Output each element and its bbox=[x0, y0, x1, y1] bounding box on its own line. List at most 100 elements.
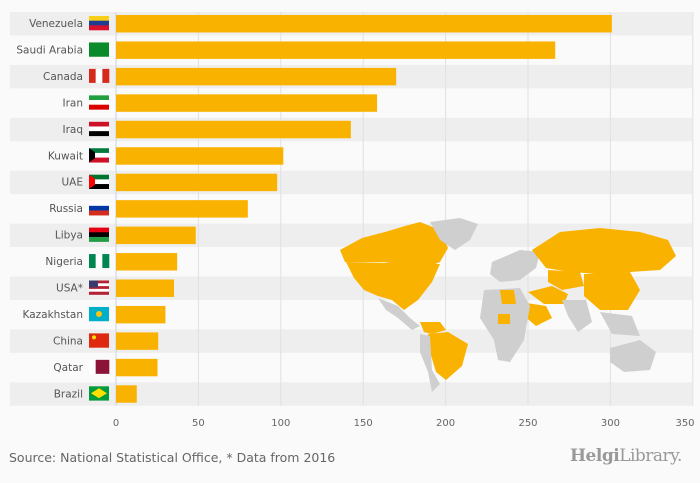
flag-icon bbox=[89, 16, 109, 31]
category-label: Kazakhstan bbox=[23, 309, 84, 321]
flag-icon bbox=[89, 386, 109, 401]
map-region-canada bbox=[340, 222, 448, 268]
map-region-india bbox=[562, 300, 592, 332]
bar-usa-[interactable] bbox=[116, 279, 175, 297]
category-label: USA* bbox=[56, 283, 83, 295]
map-region-libya bbox=[500, 290, 516, 304]
flag-stripe bbox=[95, 254, 103, 269]
bar-iran[interactable] bbox=[116, 94, 378, 112]
bar-uae[interactable] bbox=[116, 173, 278, 192]
flag-icon bbox=[89, 254, 110, 269]
bar-qatar[interactable] bbox=[116, 358, 158, 377]
flag-icon bbox=[89, 121, 109, 137]
flag-hoist bbox=[89, 174, 95, 189]
category-label: Iraq bbox=[62, 124, 83, 136]
flag-diamond bbox=[91, 388, 107, 399]
map-region-africa bbox=[480, 288, 530, 362]
row-band bbox=[10, 382, 692, 406]
flag-stripe bbox=[89, 121, 109, 127]
map-region-kazakhstan bbox=[548, 270, 584, 290]
category-label: Libya bbox=[55, 230, 83, 242]
x-tick-label: 100 bbox=[271, 418, 290, 429]
flag-stripe bbox=[89, 232, 109, 238]
flag-icon bbox=[89, 148, 109, 163]
flag-icon bbox=[89, 359, 110, 374]
flag-hoist bbox=[89, 148, 95, 163]
row-band bbox=[10, 144, 692, 168]
x-tick-label: 0 bbox=[113, 418, 119, 429]
map-region-greenland bbox=[430, 218, 478, 250]
bar-libya[interactable] bbox=[116, 226, 196, 245]
flag-stripe bbox=[89, 174, 109, 180]
category-label: Saudi Arabia bbox=[16, 44, 83, 56]
flag-stripe bbox=[95, 68, 103, 83]
row-band bbox=[10, 170, 692, 195]
flag-icon bbox=[89, 201, 109, 216]
bar-brazil[interactable] bbox=[116, 385, 137, 403]
category-label: UAE bbox=[61, 177, 83, 189]
flag-stripe bbox=[89, 20, 109, 26]
flag-star bbox=[92, 335, 96, 340]
category-label: Nigeria bbox=[45, 256, 83, 268]
map-region-mexico-central-america bbox=[378, 298, 420, 330]
category-label: Kuwait bbox=[48, 150, 83, 162]
flag-stripe bbox=[89, 152, 109, 158]
logo-part2: Library. bbox=[619, 446, 682, 466]
flag-stripe bbox=[89, 95, 109, 101]
map-region-brazil bbox=[428, 332, 468, 380]
x-tick-label: 150 bbox=[354, 418, 373, 429]
flag-stripe bbox=[89, 100, 109, 105]
bar-china[interactable] bbox=[116, 332, 159, 350]
map-region-southeast-asia bbox=[600, 312, 640, 336]
x-tick-label: 250 bbox=[518, 418, 537, 429]
category-label: Iran bbox=[62, 97, 83, 109]
bar-venezuela[interactable] bbox=[116, 15, 612, 33]
bar-saudi-arabia[interactable] bbox=[116, 41, 556, 59]
flag-stripe bbox=[89, 126, 109, 132]
helgi-library-logo[interactable]: HelgiLibrary. bbox=[570, 446, 682, 466]
flag-stripe bbox=[89, 42, 109, 57]
category-label: Qatar bbox=[53, 362, 83, 374]
x-tick-label: 200 bbox=[436, 418, 455, 429]
world-map bbox=[340, 218, 676, 392]
flag-stripe bbox=[89, 359, 96, 374]
bar-iraq[interactable] bbox=[116, 120, 351, 139]
flag-stripe bbox=[89, 286, 109, 290]
bar-kazakhstan[interactable] bbox=[116, 305, 166, 324]
flag-stripe bbox=[89, 68, 96, 83]
flag-stripe bbox=[89, 157, 109, 163]
flag-stripe bbox=[89, 25, 109, 31]
bar-nigeria[interactable] bbox=[116, 253, 178, 271]
map-region-china bbox=[584, 272, 640, 310]
bar-russia[interactable] bbox=[116, 200, 248, 218]
map-region-australia bbox=[610, 340, 656, 372]
flag-stripe bbox=[89, 148, 109, 154]
flag-icon bbox=[89, 68, 110, 83]
flag-stripe bbox=[89, 210, 109, 216]
flag-icon bbox=[89, 174, 109, 189]
flag-icon bbox=[89, 227, 109, 242]
flag-stripe bbox=[102, 254, 110, 269]
bar-canada[interactable] bbox=[116, 67, 397, 86]
map-region-russia bbox=[532, 228, 676, 274]
flag-icon bbox=[89, 95, 109, 110]
row-band bbox=[10, 355, 692, 380]
row-band bbox=[10, 197, 692, 221]
flag-stripe bbox=[89, 227, 109, 233]
flag-stripe bbox=[89, 236, 109, 242]
flag-stripe bbox=[89, 333, 109, 348]
flag-stripe bbox=[89, 283, 109, 287]
flag-stripe bbox=[89, 201, 109, 207]
flag-canton bbox=[89, 280, 98, 288]
flag-stripe bbox=[89, 16, 109, 21]
flag-sun bbox=[96, 310, 102, 317]
category-label: Canada bbox=[43, 71, 83, 83]
row-band bbox=[10, 329, 692, 353]
map-region-iran-iraq bbox=[528, 286, 568, 304]
bar-kuwait[interactable] bbox=[116, 147, 284, 165]
x-tick-label: 300 bbox=[601, 418, 620, 429]
category-label: China bbox=[53, 335, 83, 347]
category-label: Brazil bbox=[54, 388, 83, 400]
x-tick-label: 50 bbox=[192, 418, 205, 429]
flag-icon bbox=[89, 280, 109, 295]
